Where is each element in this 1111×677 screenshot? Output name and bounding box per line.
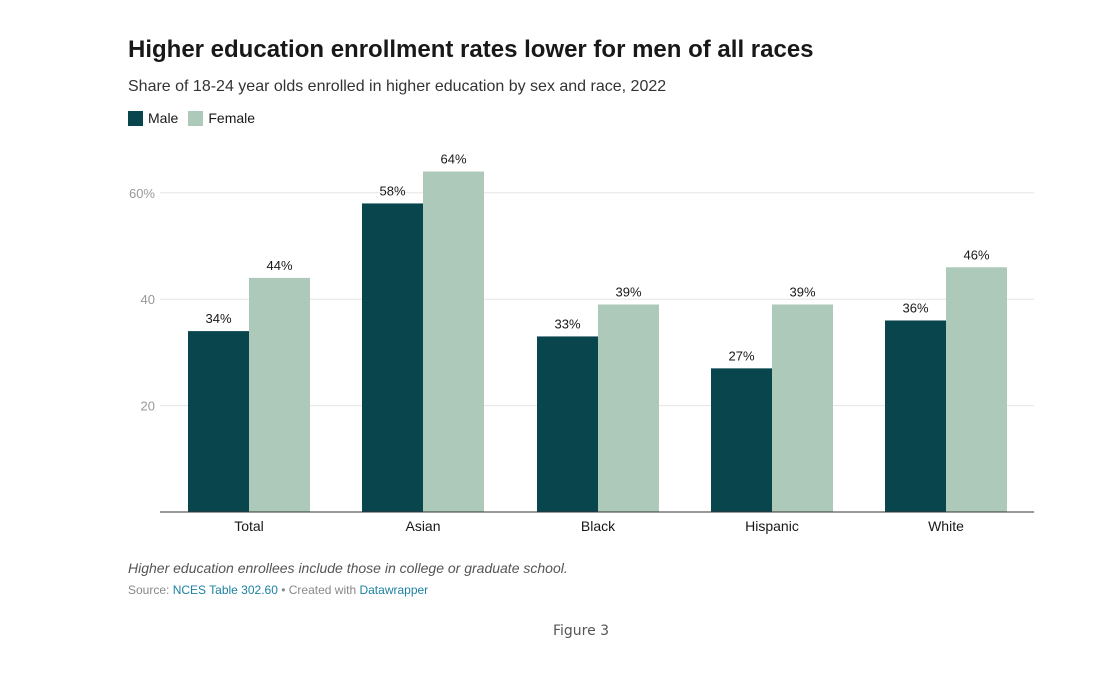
- bar: [711, 368, 772, 512]
- data-label: 36%: [902, 300, 928, 315]
- chart-subtitle: Share of 18-24 year olds enrolled in hig…: [128, 78, 667, 95]
- bar: [423, 171, 484, 512]
- x-tick-label: Hispanic: [745, 518, 799, 534]
- legend-label-female: Female: [208, 110, 256, 126]
- legend-swatch-male: [128, 110, 143, 126]
- data-label: 44%: [266, 258, 292, 273]
- x-tick-label: Asian: [405, 518, 440, 534]
- data-label: 39%: [789, 285, 815, 300]
- y-tick-label: 20: [141, 399, 155, 414]
- data-label: 33%: [554, 316, 580, 331]
- data-label: 58%: [379, 183, 405, 198]
- bar: [362, 203, 423, 512]
- data-label: 27%: [728, 348, 754, 363]
- legend-item-female: Female: [188, 110, 255, 126]
- bar: [188, 331, 249, 512]
- source-prefix: Source:: [128, 583, 173, 597]
- bar: [885, 320, 946, 512]
- bar-chart: 20 40 60% 34% 44% Total 58% 64% Asian 33% 39% Black…: [129, 152, 1034, 534]
- bar: [772, 304, 833, 512]
- legend-item-male: Male: [128, 110, 178, 126]
- y-tick-label: 60%: [129, 186, 155, 201]
- legend-swatch-female: [188, 110, 204, 126]
- datawrapper-link[interactable]: Datawrapper: [359, 583, 429, 597]
- legend: Male Female: [128, 110, 265, 126]
- bar: [249, 277, 310, 512]
- x-tick-label: Black: [581, 518, 616, 534]
- legend-label-male: Male: [148, 110, 179, 126]
- source-link[interactable]: NCES Table 302.60: [172, 583, 278, 597]
- chart-title: Higher education enrollment rates lower …: [128, 36, 814, 63]
- figure-label: Figure 3: [552, 623, 610, 639]
- x-tick-label: White: [928, 518, 964, 534]
- data-label: 46%: [963, 247, 989, 262]
- data-label: 39%: [615, 285, 641, 300]
- x-tick-label: Total: [234, 518, 264, 534]
- bar: [598, 304, 659, 512]
- source-separator: • Created with: [277, 583, 360, 597]
- y-tick-label: 40: [141, 292, 155, 307]
- data-label: 64%: [440, 152, 466, 167]
- chart-notes: Higher education enrollees include those…: [128, 560, 568, 576]
- chart-source: Source: NCES Table 302.60 • Created with…: [128, 583, 428, 597]
- bar: [946, 267, 1007, 512]
- data-label: 34%: [205, 311, 231, 326]
- bar: [537, 336, 598, 512]
